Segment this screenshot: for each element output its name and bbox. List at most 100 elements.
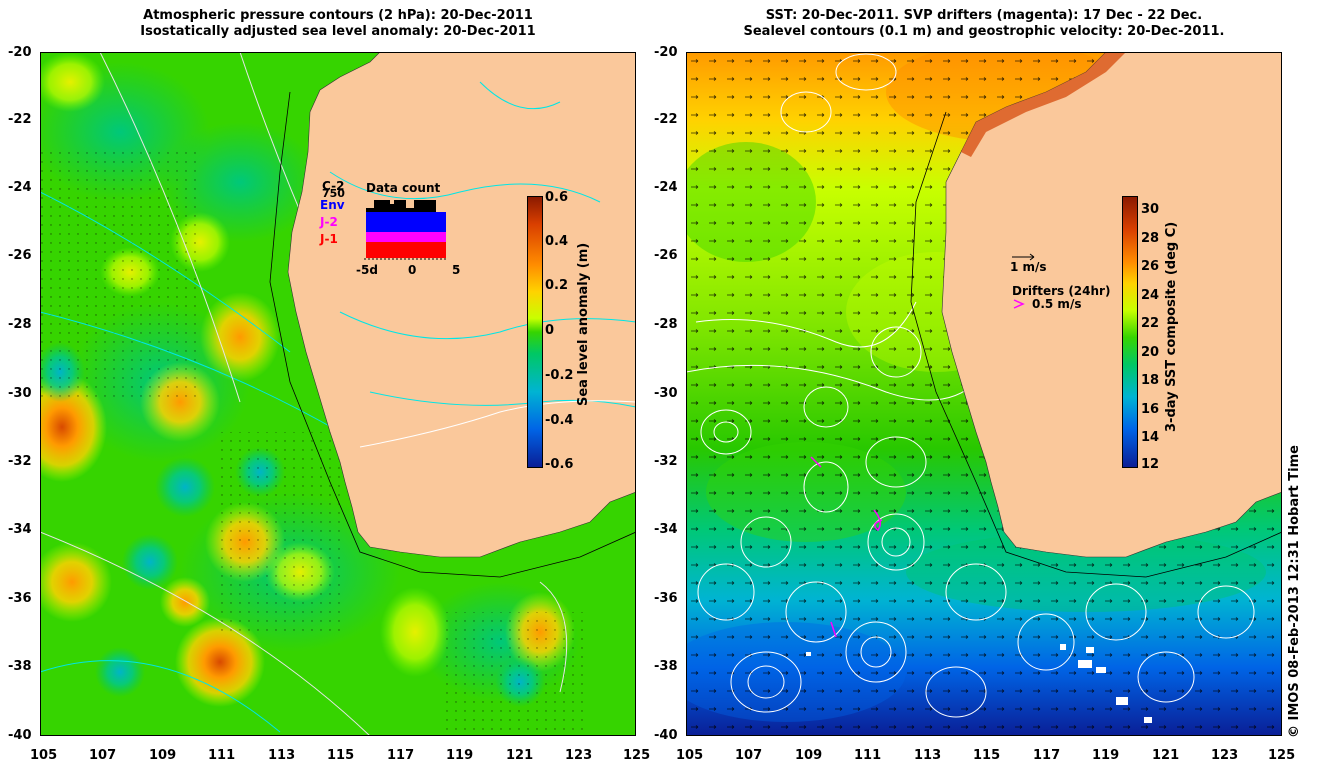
australia-land [287,52,636,558]
left-lon-tick: 125 [623,748,651,763]
right-lat-tick: -40 [654,728,678,743]
left-lon-tick: 121 [506,748,534,763]
left-lat-tick: -38 [8,659,32,674]
right-lat-tick: -28 [654,317,678,332]
sla-colorbar-tick: -0.6 [545,457,574,472]
right-lat-tick: -24 [654,180,678,195]
right-lon-tick: 125 [1268,748,1296,763]
continental-shelf-sst [910,111,1282,578]
inset-xtick-start: -5d [356,263,378,277]
sst-map-canvas [686,52,1282,736]
right-lat-tick: -22 [654,112,678,127]
left-lat-tick: -26 [8,248,32,263]
left-lat-tick: -20 [8,45,32,60]
velocity-legend [1012,253,1035,309]
inset-label-c2: C-2 [322,179,344,193]
right-lon-tick: 115 [973,748,1001,763]
right-lon-tick: 113 [914,748,942,763]
inset-bars [366,198,446,258]
left-title-line2: Isostatically adjusted sea level anomaly… [140,24,536,39]
pilbara-warm-coast [961,52,1126,157]
sst-colorbar-tick: 12 [1141,457,1160,472]
sla-colorbar-tick: -0.4 [545,413,574,428]
right-title-line2: Sealevel contours (0.1 m) and geostrophi… [743,24,1225,39]
right-map-title: SST: 20-Dec-2011. SVP drifters (magenta)… [686,8,1282,40]
sst-colorbar-tick: 18 [1141,373,1160,388]
left-lat-tick: -32 [8,454,32,469]
right-lat-tick: -32 [654,454,678,469]
left-lat-tick: -22 [8,112,32,127]
right-lat-tick: -20 [654,45,678,60]
right-lat-tick: -30 [654,386,678,401]
land-white-contour [359,400,636,448]
right-title-line1: SST: 20-Dec-2011. SVP drifters (magenta)… [765,8,1203,23]
right-lat-tick: -36 [654,591,678,606]
sea-level-anomaly-map-canvas: Data count C-2 750 Env J-2 J-1 -5d 0 5 [40,52,636,736]
sst-colorbar-tick: 28 [1141,231,1160,246]
cloud-mask [806,644,1152,723]
left-lon-tick: 113 [268,748,296,763]
inset-label-j1: J-1 [319,232,338,246]
sst-colorbar-tick: 16 [1141,402,1160,417]
sla-colorbar-label: Sea level anomaly (m) [576,242,591,406]
sla-colorbar-tick: 0.6 [545,190,569,205]
drifter-legend-title: Drifters (24hr) [1012,284,1111,298]
left-lon-tick: 123 [565,748,593,763]
sst-colorbar-tick: 14 [1141,430,1160,445]
left-lat-tick: -30 [8,386,32,401]
right-lon-tick: 105 [676,748,704,763]
left-lon-tick: 109 [149,748,177,763]
inset-label-j2: J-2 [319,215,338,229]
right-lon-tick: 119 [1092,748,1120,763]
sla-colorbar [527,196,543,468]
data-count-inset: Data count C-2 750 Env J-2 J-1 -5d 0 5 [319,179,460,277]
left-lat-tick: -40 [8,728,32,743]
negative-contour-dots [40,152,590,736]
right-lon-tick: 117 [1033,748,1061,763]
left-lat-tick: -28 [8,317,32,332]
left-lon-tick: 105 [30,748,58,763]
sst-colorbar-tick: 26 [1141,259,1160,274]
left-lon-tick: 115 [327,748,355,763]
sst-colorbar-label: 3-day SST composite (deg C) [1164,221,1179,432]
right-lon-tick: 121 [1152,748,1180,763]
right-lon-tick: 123 [1211,748,1239,763]
sea-level-anomaly-map: Data count C-2 750 Env J-2 J-1 -5d 0 5 [40,52,636,736]
right-lat-tick: -38 [654,659,678,674]
sst-colorbar-tick: 24 [1141,288,1160,303]
left-lon-tick: 119 [446,748,474,763]
inset-max-label: 750 [322,187,345,200]
drifter-legend-icon [1013,299,1025,309]
sst-colorbar-tick: 30 [1141,202,1160,217]
sealevel-contours [686,53,1255,718]
left-lat-tick: -36 [8,591,32,606]
sst-map [686,52,1282,736]
sla-colorbar-tick: -0.2 [545,368,574,383]
right-lon-tick: 111 [854,748,882,763]
right-lon-tick: 107 [735,748,763,763]
inset-xtick-end: 5 [452,263,460,277]
sla-colorbar-tick: 0 [545,323,555,338]
left-lon-tick: 117 [387,748,415,763]
left-lon-tick: 107 [89,748,117,763]
left-lat-tick: -34 [8,522,32,537]
right-lon-tick: 109 [795,748,823,763]
left-map-title: Atmospheric pressure contours (2 hPa): 2… [40,8,636,40]
left-title-line1: Atmospheric pressure contours (2 hPa): 2… [143,8,533,23]
left-lat-tick: -24 [8,180,32,195]
inset-xtick-mid: 0 [408,263,416,277]
sst-colorbar [1122,196,1138,468]
right-lat-tick: -34 [654,522,678,537]
sst-colorbar-tick: 22 [1141,316,1160,331]
svp-drifter-tracks [810,456,883,638]
imos-credit: © IMOS 08-Feb-2013 12:31 Hobart Time [1287,445,1302,738]
sla-colorbar-tick: 0.2 [545,278,569,293]
left-lon-tick: 111 [208,748,236,763]
right-lat-tick: -26 [654,248,678,263]
drifter-legend-scale: 0.5 m/s [1032,297,1082,311]
continental-shelf [269,91,636,578]
velocity-legend-label: 1 m/s [1010,260,1047,274]
inset-label-env: Env [320,198,345,212]
inset-title: Data count [366,181,441,195]
sst-colorbar-tick: 20 [1141,345,1160,360]
